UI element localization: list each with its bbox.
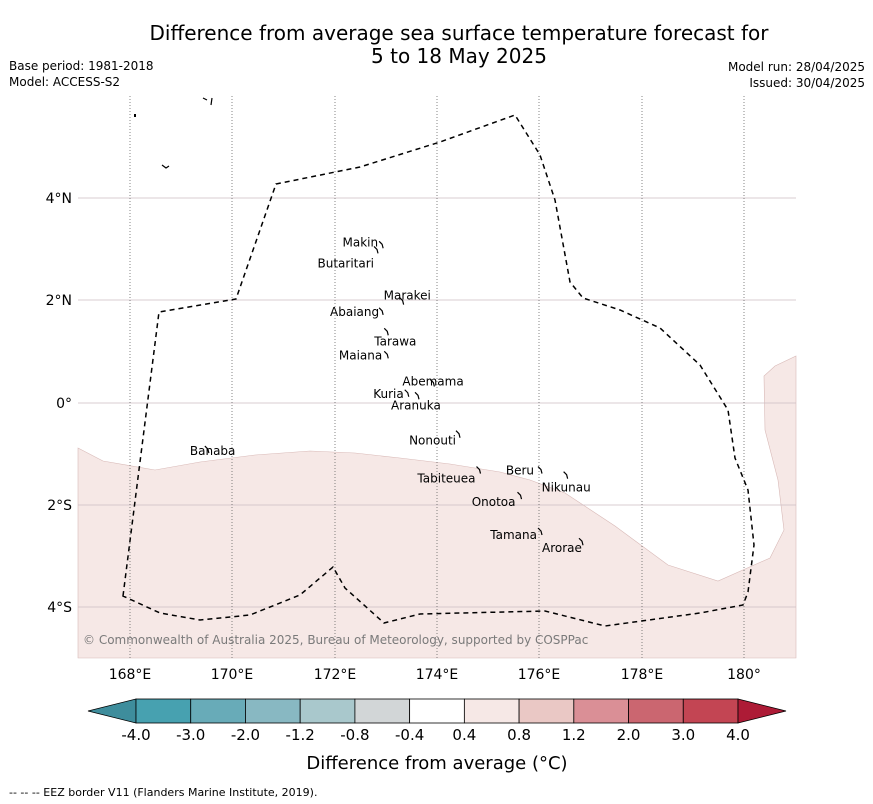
issued-date: Issued: 30/04/2025 — [749, 76, 865, 90]
lon-label-180: 180° — [727, 667, 761, 683]
colorbar-segment — [463, 698, 520, 724]
island-outline-abaiang — [378, 307, 384, 315]
colorbar-segment — [628, 698, 684, 724]
island-outline-nikunau — [563, 471, 569, 479]
northern-island-outline — [202, 97, 213, 106]
island-outline-banaba — [204, 445, 210, 454]
eez-border-gilbert — [122, 114, 755, 627]
colorbar-tick-label: 0.8 — [507, 726, 531, 744]
colorbar-title: Difference from average (°C) — [306, 753, 567, 774]
island-label-marakei: Marakei — [384, 289, 431, 303]
lon-label-174e: 174°E — [416, 667, 459, 683]
lon-label-176e: 176°E — [518, 667, 561, 683]
lat-label-4s: 4°S — [47, 600, 72, 616]
longitude-gridlines — [129, 96, 745, 658]
colorbar-tick-label: 0.4 — [452, 726, 476, 744]
title-line-1: Difference from average sea surface temp… — [149, 21, 769, 45]
lon-label-170e: 170°E — [211, 667, 254, 683]
island-label-kuria: Kuria — [373, 387, 404, 401]
island-label-arorae: Arorae — [542, 541, 582, 555]
island-outline-abemama — [429, 379, 435, 387]
island-outline-maiana — [383, 350, 389, 359]
island-label-onotoa: Onotoa — [472, 495, 516, 509]
colorbar-tick-label: 1.2 — [562, 726, 586, 744]
colorbar-tick-label: 2.0 — [617, 726, 641, 744]
model-run: Model run: 28/04/2025 — [727, 60, 865, 74]
island-outline-arorae — [578, 537, 584, 546]
island-outline-makin — [378, 240, 384, 249]
latitude-labels: 4°N 2°N 0° 2°S 4°S — [46, 191, 73, 616]
island-outline-nonouti — [455, 430, 461, 438]
colorbar-segment — [409, 698, 465, 724]
island-label-aranuka: Aranuka — [391, 398, 441, 412]
map-title: Difference from average sea surface temp… — [0, 22, 873, 68]
colorbar-segment — [299, 698, 356, 724]
colorbar-extend-high — [737, 698, 787, 724]
island-outline-tarawa — [383, 327, 389, 336]
island-label-nikunau: Nikunau — [542, 481, 591, 495]
colorbar-tick-label: -0.4 — [395, 726, 424, 744]
island-label-butaritari: Butaritari — [318, 256, 375, 270]
island-outline-tabiteuea — [476, 466, 482, 474]
islands-layer: Makin Butaritari Marakei Abaiang TarawaMaian… — [190, 235, 591, 555]
island-label-nonouti: Nonouti — [409, 434, 456, 448]
island-label-makin: Makin — [343, 235, 379, 249]
colorbar-tick-label: -2.0 — [231, 726, 260, 744]
colorbar-segment — [682, 698, 739, 724]
colorbar-segment — [573, 698, 629, 724]
island-label-tabiteuea: Tabiteuea — [416, 472, 475, 486]
island-label-abemama: Abemama — [402, 375, 463, 389]
island-label-beru: Beru — [506, 464, 534, 478]
colorbar-extend-low — [87, 698, 137, 724]
colorbar-tick-label: 4.0 — [726, 726, 750, 744]
metadata-left: Base period: 1981-2018 Model: ACCESS-S2 — [9, 58, 154, 90]
map-panel: Makin Butaritari Marakei Abaiang TarawaMaian… — [77, 96, 797, 659]
island-label-banaba: Banaba — [190, 444, 236, 458]
lat-label-2s: 2°S — [47, 498, 72, 514]
metadata-right: Model run: 28/04/2025 Issued: 30/04/2025 — [728, 59, 865, 91]
northern-islet-2 — [161, 164, 170, 169]
colorbar-segment — [135, 698, 192, 724]
eez-footnote: -- -- -- EEZ border V11 (Flanders Marine… — [9, 786, 318, 799]
colorbar-tick-label: -4.0 — [121, 726, 150, 744]
longitude-labels: 168°E 170°E 172°E 174°E 176°E 178°E 180° — [109, 667, 761, 683]
island-label-tarawa: Tarawa — [373, 334, 416, 348]
model-name: Model: ACCESS-S2 — [9, 75, 121, 89]
northern-islet — [134, 114, 136, 117]
copyright-text: © Commonwealth of Australia 2025, Bureau… — [83, 633, 588, 647]
island-outline-aranuka — [414, 391, 420, 400]
colorbar-segment — [190, 698, 246, 724]
island-outline-tamana — [537, 527, 543, 536]
title-line-2: 5 to 18 May 2025 — [371, 44, 547, 68]
lat-label-0: 0° — [56, 396, 72, 412]
island-outline-marakei — [399, 297, 405, 305]
island-outline-kuria — [404, 389, 410, 397]
island-label-tamana: Tamana — [489, 528, 537, 542]
island-outline-butaritari — [373, 245, 379, 254]
colorbar-tick-label: -3.0 — [176, 726, 205, 744]
lat-label-2n: 2°N — [46, 293, 72, 309]
island-label-abaiang: Abaiang — [330, 305, 379, 319]
lon-label-178e: 178°E — [621, 667, 664, 683]
island-label-maiana: Maiana — [339, 348, 382, 362]
colorbar-segment — [245, 698, 301, 724]
lat-label-4n: 4°N — [46, 191, 72, 207]
lon-label-168e: 168°E — [109, 667, 152, 683]
island-outline-onotoa — [517, 491, 523, 500]
colorbar-tick-label: -0.8 — [340, 726, 369, 744]
colorbar-tick-label: 3.0 — [671, 726, 695, 744]
base-period: Base period: 1981-2018 — [9, 59, 154, 73]
colorbar-segment — [354, 698, 411, 724]
colorbar-tick-label: -1.2 — [286, 726, 315, 744]
island-outline-beru — [537, 466, 543, 474]
colorbar-segment — [518, 698, 575, 724]
lon-label-172e: 172°E — [314, 667, 357, 683]
colorbar: -4.0 -3.0 -2.0 -1.2 -0.8 -0.4 0.4 0.8 1.2 2.0 3.0 4… — [87, 698, 787, 744]
